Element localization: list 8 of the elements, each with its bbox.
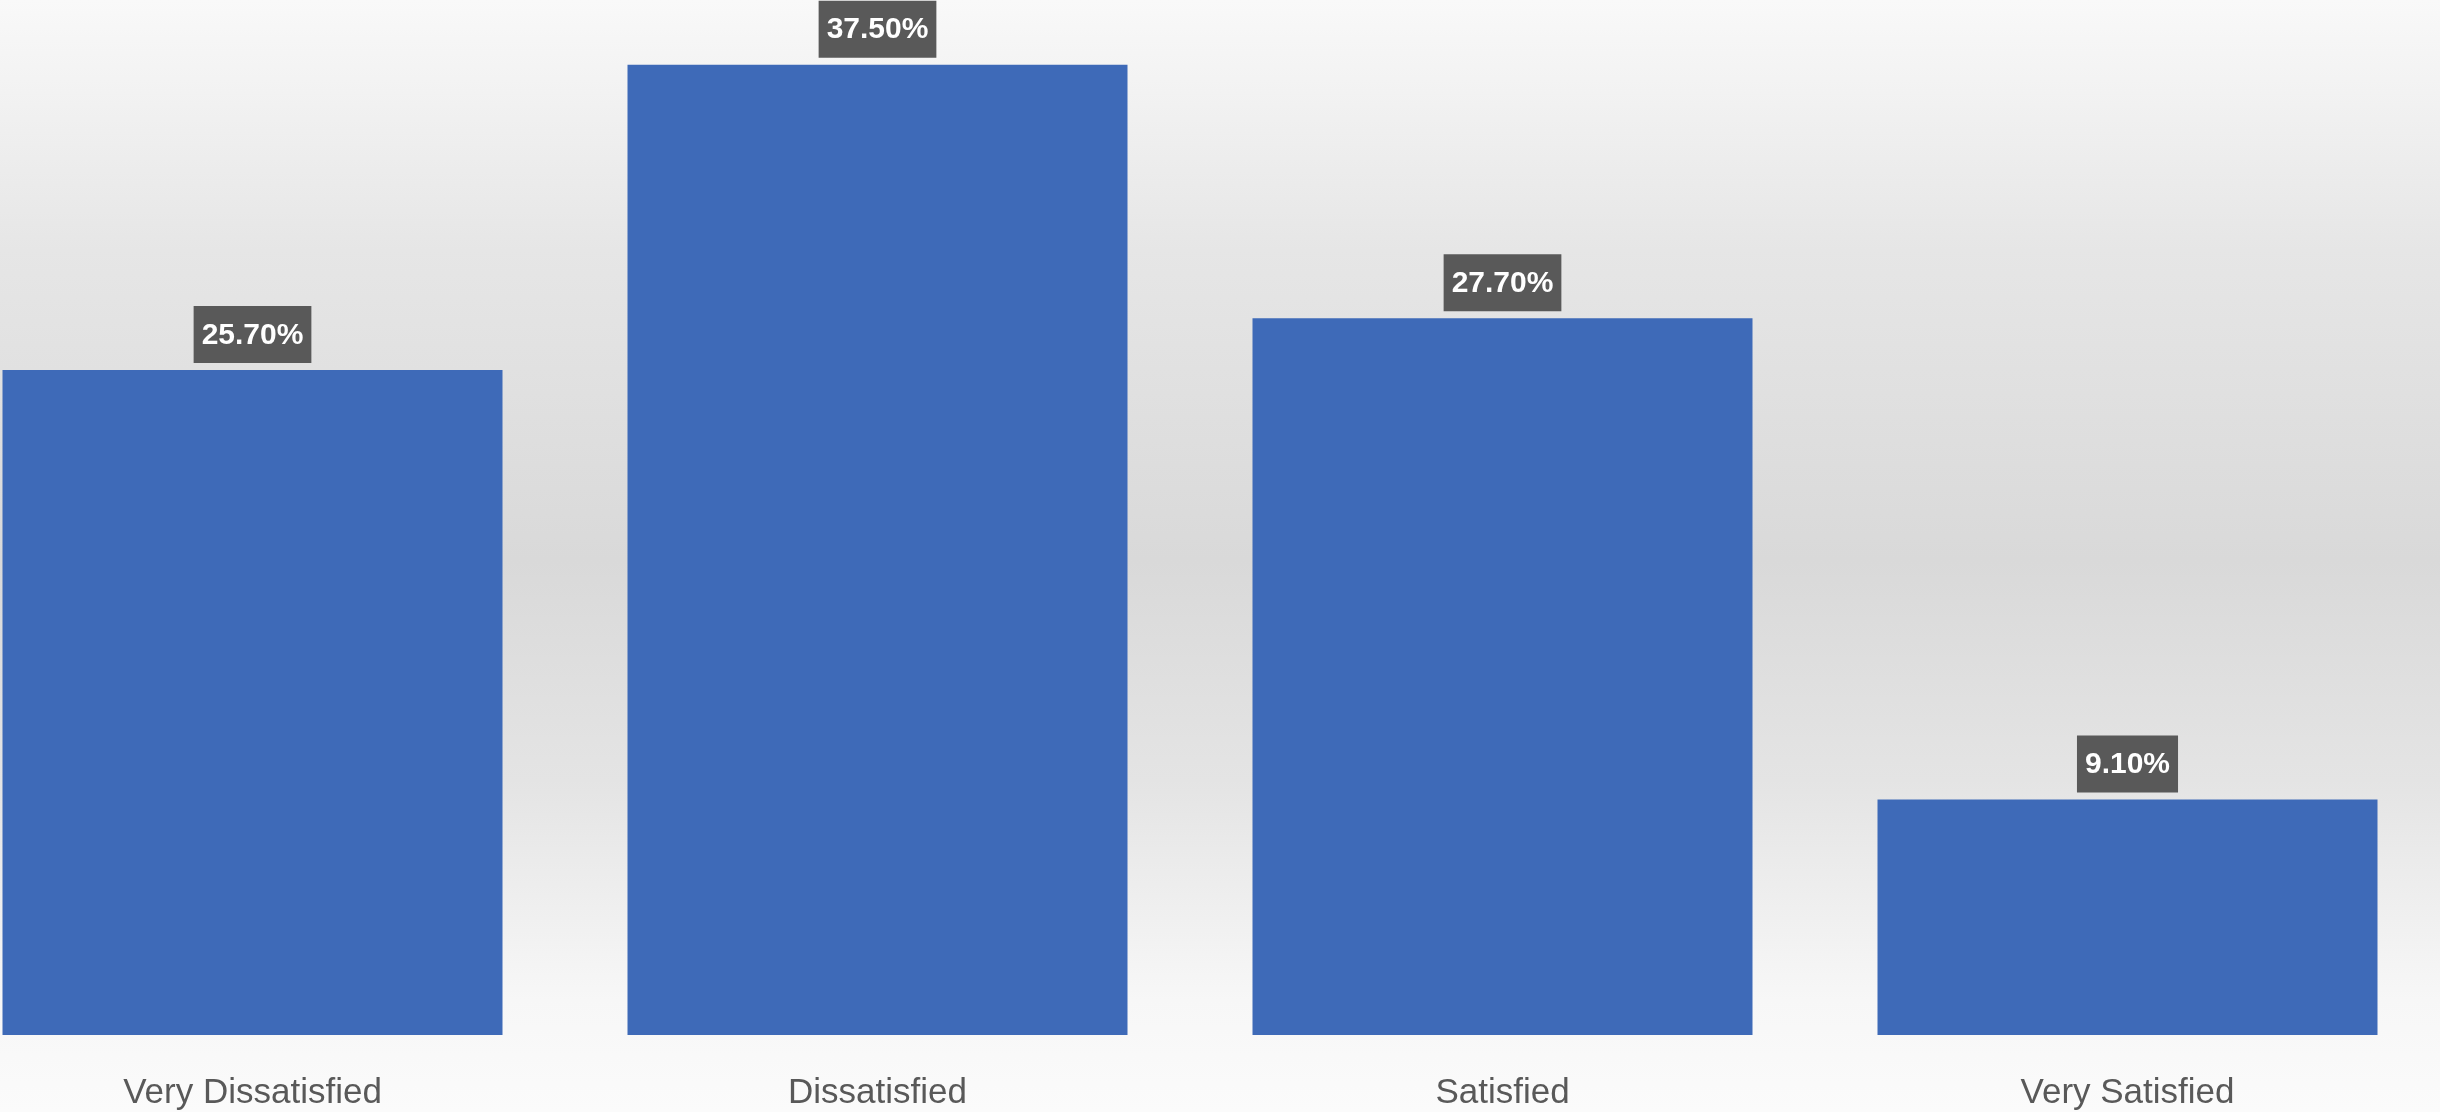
data-label: 37.50%	[826, 11, 929, 45]
x-tick-label: Very Dissatisfied	[123, 1070, 382, 1110]
data-label: 25.70%	[201, 316, 304, 350]
x-tick-label: Very Satisfied	[2020, 1070, 2235, 1110]
x-tick-label: Satisfied	[1435, 1070, 1570, 1110]
x-tick-label: Dissatisfied	[788, 1070, 967, 1110]
data-label: 9.10%	[2084, 746, 2171, 780]
data-label: 27.70%	[1451, 265, 1554, 299]
